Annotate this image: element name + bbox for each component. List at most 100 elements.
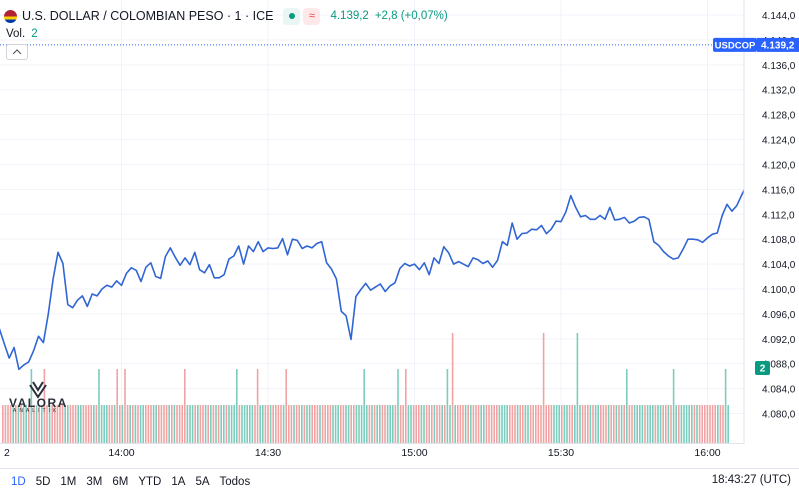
volume-value: 2 bbox=[31, 28, 38, 40]
volume-bar bbox=[316, 405, 319, 443]
volume-bar bbox=[56, 405, 59, 443]
volume-bar bbox=[381, 405, 384, 443]
volume-bar bbox=[714, 405, 716, 443]
volume-bar bbox=[680, 405, 683, 443]
volume-bar bbox=[519, 405, 521, 443]
price-tick-label: 4.116,0 bbox=[762, 185, 795, 196]
volume-bar bbox=[717, 405, 719, 443]
volume-bar bbox=[472, 405, 475, 443]
time-tick-label: 2 bbox=[4, 447, 10, 459]
volume-bar bbox=[25, 405, 27, 443]
volume-bar bbox=[501, 405, 503, 443]
volume-bar bbox=[275, 405, 277, 443]
volume-bar bbox=[145, 405, 147, 443]
price-tick-label: 4.080,0 bbox=[762, 410, 796, 421]
range-button-3m[interactable]: 3M bbox=[86, 475, 103, 488]
volume-bar bbox=[176, 405, 178, 443]
volume-bar bbox=[693, 405, 696, 443]
price-tick-label: 4.128,0 bbox=[762, 111, 796, 122]
volume-bar bbox=[600, 405, 602, 443]
volume-bar bbox=[113, 405, 116, 443]
us-colombia-flag-icon bbox=[4, 9, 17, 23]
volume-bar bbox=[282, 405, 285, 443]
volume-bar bbox=[72, 405, 74, 443]
volume-bar bbox=[178, 405, 181, 443]
volume-label[interactable]: Vol. bbox=[6, 28, 26, 40]
volume-bar bbox=[691, 405, 693, 443]
volume-bar bbox=[4, 405, 7, 443]
volume-bar bbox=[347, 405, 350, 443]
price-line[interactable] bbox=[0, 45, 799, 392]
range-button-5d[interactable]: 5D bbox=[35, 475, 51, 488]
volume-bar bbox=[233, 405, 235, 443]
volume-bar bbox=[522, 405, 524, 443]
volume-bar bbox=[241, 405, 243, 443]
volume-bar bbox=[646, 405, 649, 443]
volume-bar bbox=[449, 405, 451, 443]
volume-bar bbox=[662, 405, 664, 443]
volume-bar bbox=[155, 405, 157, 443]
volume-bar bbox=[74, 405, 77, 443]
price-tick-label: 4.084,0 bbox=[762, 385, 796, 396]
volume-bar bbox=[553, 405, 555, 443]
symbol-title[interactable]: U.S. DOLLAR / COLOMBIAN PESO · 1 · ICE bbox=[22, 9, 274, 23]
volume-bar bbox=[407, 405, 410, 443]
volume-bar bbox=[644, 405, 646, 443]
volume-bar bbox=[722, 405, 724, 443]
range-button-1d[interactable]: 1D bbox=[11, 475, 26, 488]
volume-bar bbox=[602, 405, 605, 443]
volume-bar bbox=[425, 405, 428, 443]
range-button-todos[interactable]: Todos bbox=[219, 475, 251, 488]
volume-bar bbox=[529, 405, 532, 443]
volume-bar bbox=[576, 333, 579, 443]
volume-bar bbox=[566, 405, 568, 443]
volume-bar bbox=[623, 405, 625, 443]
time-tick-label: 14:30 bbox=[255, 447, 281, 459]
volume-bar bbox=[212, 405, 215, 443]
volume-bar bbox=[384, 405, 386, 443]
volume-bar bbox=[33, 405, 35, 443]
volume-bar bbox=[454, 405, 456, 443]
volume-bar bbox=[371, 405, 373, 443]
volume-bar bbox=[306, 405, 308, 443]
volume-bar bbox=[514, 405, 516, 443]
volume-bar bbox=[548, 405, 550, 443]
volume-bar bbox=[389, 405, 391, 443]
range-button-1m[interactable]: 1M bbox=[60, 475, 77, 488]
volume-bar bbox=[368, 405, 371, 443]
volume-bar bbox=[667, 405, 670, 443]
volume-bar bbox=[82, 405, 85, 443]
volume-bar bbox=[631, 405, 633, 443]
range-button-ytd[interactable]: YTD bbox=[138, 475, 162, 488]
volume-bar bbox=[152, 405, 155, 443]
volume-bar bbox=[303, 405, 306, 443]
approx-icon[interactable]: ≈ bbox=[303, 7, 321, 25]
volume-bar bbox=[379, 405, 381, 443]
volume-bar bbox=[327, 405, 329, 443]
volume-bar bbox=[503, 405, 506, 443]
volume-bar bbox=[199, 405, 202, 443]
collapse-legend-button[interactable] bbox=[6, 44, 28, 60]
volume-bar bbox=[48, 405, 51, 443]
range-button-5a[interactable]: 5A bbox=[195, 475, 210, 488]
clock-readout[interactable]: 18:43:27 (UTC) bbox=[711, 474, 791, 486]
volume-bar bbox=[217, 405, 220, 443]
price-tick-label: 4.108,0 bbox=[762, 235, 796, 246]
price-badge-label: 4.139,2 bbox=[761, 40, 795, 51]
range-button-6m[interactable]: 6M bbox=[112, 475, 129, 488]
volume-bar bbox=[228, 405, 230, 443]
volume-bar bbox=[165, 405, 168, 443]
volume-bar bbox=[626, 369, 628, 443]
price-chart[interactable]: 4.144,04.140,04.136,04.132,04.128,04.124… bbox=[0, 0, 799, 468]
volume-bar bbox=[628, 405, 631, 443]
volume-bar bbox=[324, 405, 326, 443]
price-tick-label: 4.144,0 bbox=[762, 11, 796, 22]
volume-bar bbox=[93, 405, 95, 443]
price-tick-label: 4.104,0 bbox=[762, 260, 796, 271]
price-tick-label: 4.100,0 bbox=[762, 285, 796, 296]
market-open-icon[interactable] bbox=[283, 7, 301, 25]
volume-bar bbox=[464, 405, 467, 443]
range-button-1a[interactable]: 1A bbox=[171, 475, 186, 488]
volume-bar bbox=[311, 405, 313, 443]
volume-bar bbox=[397, 369, 399, 443]
